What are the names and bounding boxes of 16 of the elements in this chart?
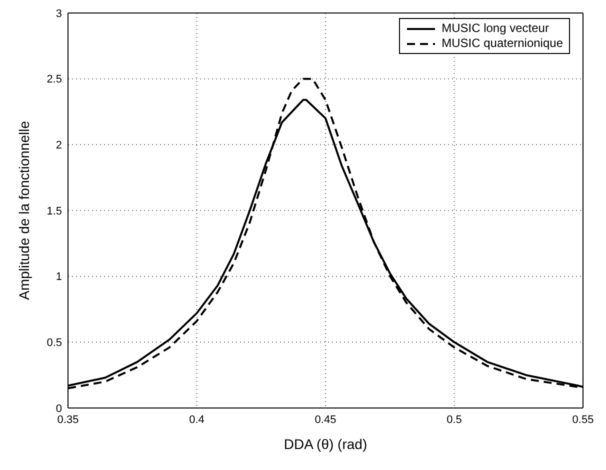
x-tick-label: 0.55	[572, 414, 594, 426]
y-tick-label: 0	[56, 402, 62, 415]
x-tick-label: 0.4	[189, 414, 204, 426]
x-tick-label: 0.45	[314, 414, 336, 426]
y-tick-label: 2.5	[46, 74, 62, 86]
x-axis-title: DDA (θ) (rad)	[284, 436, 368, 452]
x-tick-label: 0.35	[57, 414, 79, 426]
legend-label: MUSIC long vecteur	[442, 21, 549, 36]
y-axis-title: Amplitude de la fonctionnelle	[16, 120, 32, 300]
y-tick-label: 1.5	[46, 205, 62, 218]
y-tick-label: 3	[56, 8, 62, 20]
y-tick-label: 1	[56, 271, 62, 284]
x-tick-label: 0.5	[446, 414, 462, 426]
y-tick-label: 2	[56, 140, 62, 152]
legend-label: MUSIC quaternionique	[442, 36, 563, 51]
y-tick-label: 0.5	[46, 337, 62, 350]
